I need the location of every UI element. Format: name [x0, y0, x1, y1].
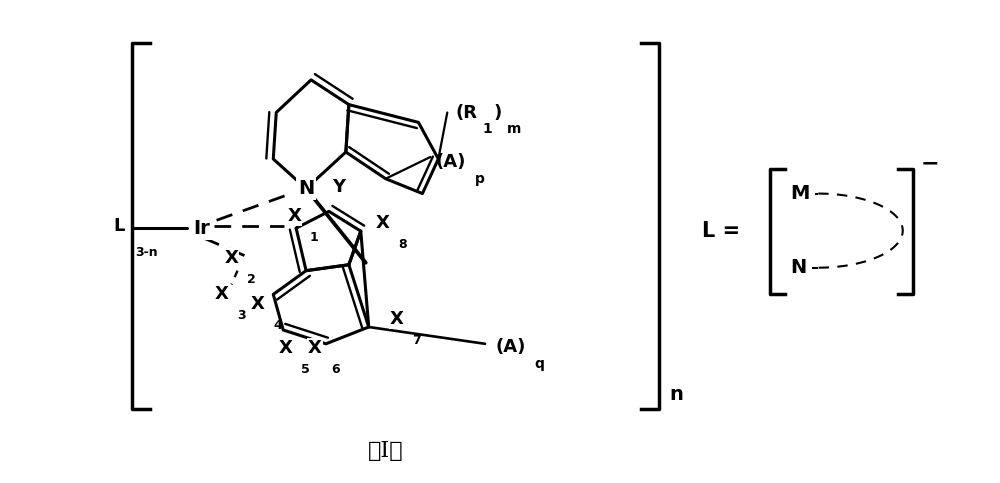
Text: X: X — [287, 207, 301, 225]
Text: X: X — [250, 295, 264, 313]
Text: 1: 1 — [482, 122, 492, 136]
Text: N: N — [790, 258, 807, 277]
Text: −: − — [921, 154, 939, 174]
Text: X: X — [215, 285, 228, 303]
Text: 8: 8 — [399, 238, 407, 251]
Text: q: q — [535, 356, 545, 370]
Text: Y: Y — [332, 178, 345, 196]
Text: X: X — [376, 214, 390, 232]
Text: X: X — [225, 249, 238, 267]
Text: 1: 1 — [310, 231, 319, 244]
Text: 3-n: 3-n — [135, 246, 158, 259]
Text: (R: (R — [455, 103, 477, 122]
Text: X: X — [278, 339, 292, 357]
Text: 7: 7 — [412, 334, 421, 347]
Text: ): ) — [493, 103, 501, 122]
Text: n: n — [669, 385, 683, 404]
Text: p: p — [475, 172, 485, 186]
Text: (A): (A) — [495, 338, 525, 356]
Text: （I）: （I） — [368, 440, 403, 462]
Text: 5: 5 — [301, 363, 310, 376]
Text: 6: 6 — [331, 363, 340, 376]
Text: L =: L = — [702, 221, 740, 241]
Text: 2: 2 — [247, 272, 256, 285]
Text: 4: 4 — [273, 319, 282, 332]
Text: 3: 3 — [237, 309, 246, 322]
Text: m: m — [507, 122, 521, 136]
Text: X: X — [390, 310, 404, 328]
Text: N: N — [298, 179, 314, 198]
Text: M: M — [790, 184, 810, 203]
Text: (A): (A) — [435, 153, 466, 171]
Text: Ir: Ir — [193, 219, 210, 238]
Text: X: X — [308, 339, 322, 357]
Text: L: L — [114, 217, 125, 235]
